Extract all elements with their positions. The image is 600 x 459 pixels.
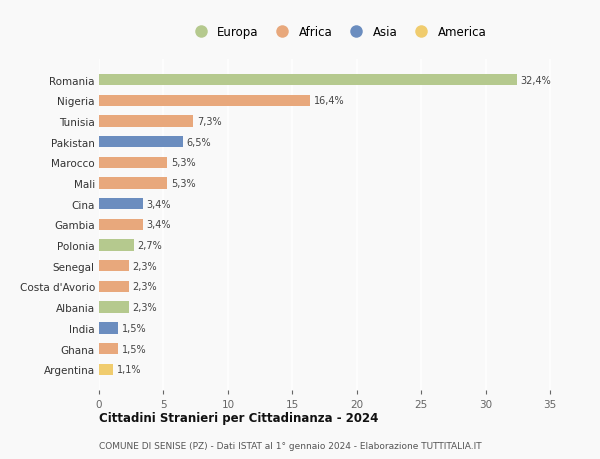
Text: 5,3%: 5,3%	[171, 158, 196, 168]
Bar	[99, 199, 143, 210]
Bar	[99, 364, 113, 375]
Text: 3,4%: 3,4%	[146, 199, 171, 209]
Text: 2,3%: 2,3%	[133, 282, 157, 292]
Bar	[99, 95, 310, 106]
Text: 3,4%: 3,4%	[146, 220, 171, 230]
Bar	[99, 343, 118, 354]
Legend: Europa, Africa, Asia, America: Europa, Africa, Asia, America	[189, 26, 486, 39]
Text: 2,7%: 2,7%	[137, 241, 163, 251]
Text: 2,3%: 2,3%	[133, 261, 157, 271]
Text: 1,5%: 1,5%	[122, 323, 147, 333]
Bar	[99, 240, 134, 251]
Text: Cittadini Stranieri per Cittadinanza - 2024: Cittadini Stranieri per Cittadinanza - 2…	[99, 412, 379, 425]
Bar	[99, 137, 183, 148]
Bar	[99, 116, 193, 127]
Text: 6,5%: 6,5%	[187, 137, 211, 147]
Bar	[99, 75, 517, 86]
Text: 2,3%: 2,3%	[133, 302, 157, 313]
Text: 16,4%: 16,4%	[314, 96, 345, 106]
Text: 32,4%: 32,4%	[521, 75, 551, 85]
Bar	[99, 178, 167, 189]
Text: 7,3%: 7,3%	[197, 117, 221, 127]
Text: 1,1%: 1,1%	[117, 364, 142, 375]
Bar	[99, 323, 118, 334]
Text: 5,3%: 5,3%	[171, 179, 196, 189]
Text: COMUNE DI SENISE (PZ) - Dati ISTAT al 1° gennaio 2024 - Elaborazione TUTTITALIA.: COMUNE DI SENISE (PZ) - Dati ISTAT al 1°…	[99, 441, 482, 450]
Bar	[99, 261, 128, 272]
Bar	[99, 281, 128, 292]
Text: 1,5%: 1,5%	[122, 344, 147, 354]
Bar	[99, 302, 128, 313]
Bar	[99, 157, 167, 168]
Bar	[99, 219, 143, 230]
